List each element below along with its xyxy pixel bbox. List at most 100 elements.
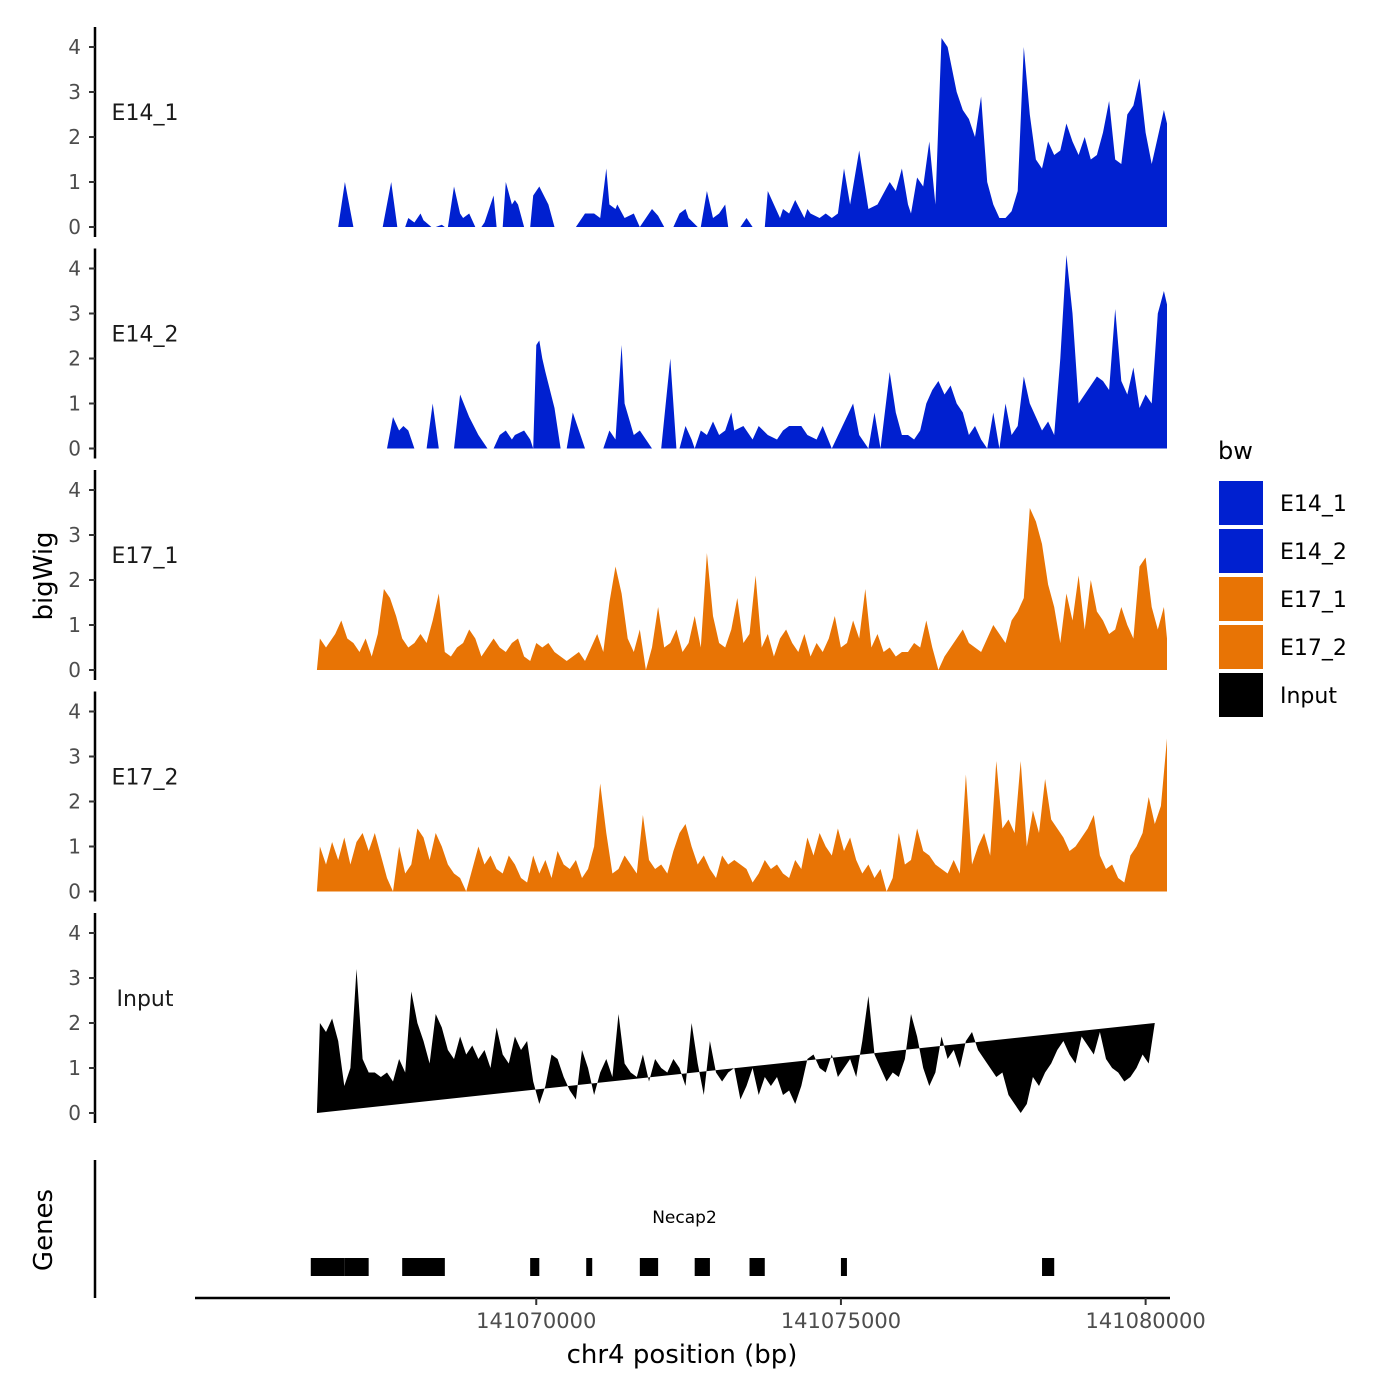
strand-arrow <box>854 1261 859 1273</box>
legend-item-e17-2: E17_2 <box>1217 623 1347 671</box>
y-tick-label: 1 <box>68 613 81 637</box>
y-tick-label: 4 <box>68 921 81 945</box>
legend-item-input: Input <box>1217 671 1337 719</box>
strand-arrow <box>916 1261 921 1273</box>
y-axis-title: bigWig <box>29 531 59 620</box>
strand-arrow <box>714 1261 719 1273</box>
gene-exon <box>840 1258 847 1276</box>
track-label: E17_1 <box>112 544 179 569</box>
y-tick-label: 3 <box>68 302 81 326</box>
gene-track-label: Genes <box>29 1189 59 1271</box>
gene-exon <box>310 1258 345 1276</box>
x-axis-title: chr4 position (bp) <box>567 1340 798 1370</box>
gene-track: Genes Necap2 <box>29 1160 1055 1298</box>
coverage-area <box>316 969 1155 1113</box>
gene-exon <box>694 1258 710 1276</box>
track-e17-1: 0 1 2 3 4 E17_1 <box>68 470 1167 682</box>
strand-arrow <box>1009 1261 1014 1273</box>
strand-arrow <box>978 1261 983 1273</box>
strand-arrow <box>451 1261 456 1273</box>
y-tick-label: 0 <box>68 1101 81 1125</box>
strand-arrow <box>668 1261 673 1273</box>
track-e14-2: 0 1 2 3 4 E14_2 <box>68 248 1167 461</box>
legend-label: Input <box>1280 684 1337 709</box>
strand-arrow <box>559 1261 564 1273</box>
track-label: E14_1 <box>112 101 179 126</box>
y-tick-label: 2 <box>68 568 81 592</box>
y-tick-label: 1 <box>68 835 81 859</box>
gene-exon <box>530 1258 540 1276</box>
x-tick-label: 141075000 <box>781 1309 901 1333</box>
y-tick-label: 0 <box>68 437 81 461</box>
y-tick-label: 3 <box>68 966 81 990</box>
strand-arrow <box>373 1261 378 1273</box>
legend-item-e14-1: E14_1 <box>1217 479 1347 527</box>
track-e17-2: 0 1 2 3 4 E17_2 <box>68 691 1167 904</box>
y-tick-label: 1 <box>68 170 81 194</box>
legend: bw E14_1 E14_2 E17_1 E17_2 Input <box>1217 437 1347 719</box>
y-tick-label: 4 <box>68 257 81 281</box>
x-tick-label: 141080000 <box>1086 1309 1206 1333</box>
strand-arrow <box>869 1261 874 1273</box>
strand-arrow <box>621 1261 626 1273</box>
coverage-area <box>316 508 1167 670</box>
gene-exon <box>344 1258 369 1276</box>
y-tick-label: 2 <box>68 1011 81 1035</box>
strand-arrow <box>513 1261 518 1273</box>
strand-arrow <box>466 1261 471 1273</box>
y-tick-label: 3 <box>68 745 81 769</box>
legend-swatch <box>1217 671 1265 719</box>
strand-arrow <box>962 1261 967 1273</box>
y-tick-label: 0 <box>68 215 81 239</box>
y-tick-label: 3 <box>68 80 81 104</box>
y-tick-label: 2 <box>68 790 81 814</box>
strand-arrow <box>482 1261 487 1273</box>
strand-arrow <box>947 1261 952 1273</box>
y-tick-label: 1 <box>68 1056 81 1080</box>
strand-arrow <box>730 1261 735 1273</box>
y-tick-label: 1 <box>68 392 81 416</box>
gene-exon <box>639 1258 659 1276</box>
legend-label: E17_1 <box>1280 588 1347 613</box>
strand-arrow <box>931 1261 936 1273</box>
coverage-area <box>338 38 1167 227</box>
gene-exon <box>749 1258 765 1276</box>
gene-model-necap2: Necap2 <box>310 1208 1055 1276</box>
track-label: E17_2 <box>112 766 179 791</box>
strand-arrow <box>389 1261 394 1273</box>
y-tick-label: 4 <box>68 478 81 502</box>
y-tick-label: 4 <box>68 35 81 59</box>
legend-swatch <box>1217 575 1265 623</box>
strand-arrow <box>993 1261 998 1273</box>
legend-item-e14-2: E14_2 <box>1217 527 1347 575</box>
strand-arrow <box>575 1261 580 1273</box>
coverage-area <box>387 255 1167 449</box>
strand-arrow <box>776 1261 781 1273</box>
legend-title: bw <box>1218 437 1253 465</box>
coverage-area <box>316 738 1167 892</box>
track-label: Input <box>117 987 174 1012</box>
legend-label: E14_2 <box>1280 540 1347 565</box>
strand-arrow <box>683 1261 688 1273</box>
strand-arrow <box>885 1261 890 1273</box>
y-tick-label: 2 <box>68 347 81 371</box>
y-tick-label: 3 <box>68 523 81 547</box>
gene-exon <box>402 1258 445 1276</box>
y-tick-label: 2 <box>68 125 81 149</box>
strand-arrow <box>807 1261 812 1273</box>
gene-exon <box>586 1258 593 1276</box>
legend-swatch <box>1217 479 1265 527</box>
strand-arrow <box>497 1261 502 1273</box>
track-input: 0 1 2 3 4 Input <box>68 913 1155 1125</box>
coverage-tracks: 0 1 2 3 4 E14_1 0 1 2 3 4 E14_2 0 1 2 3 4 E17_1 0 1 2 3 4 E17_2… <box>68 27 1167 1125</box>
track-e14-1: 0 1 2 3 4 E14_1 <box>68 27 1167 239</box>
strand-arrow <box>900 1261 905 1273</box>
strand-arrow <box>1024 1261 1029 1273</box>
x-tick-label: 141070000 <box>476 1309 596 1333</box>
y-tick-label: 0 <box>68 658 81 682</box>
strand-arrow <box>823 1261 828 1273</box>
legend-item-e17-1: E17_1 <box>1217 575 1347 623</box>
legend-label: E17_2 <box>1280 636 1347 661</box>
gene-name-label: Necap2 <box>652 1208 717 1228</box>
